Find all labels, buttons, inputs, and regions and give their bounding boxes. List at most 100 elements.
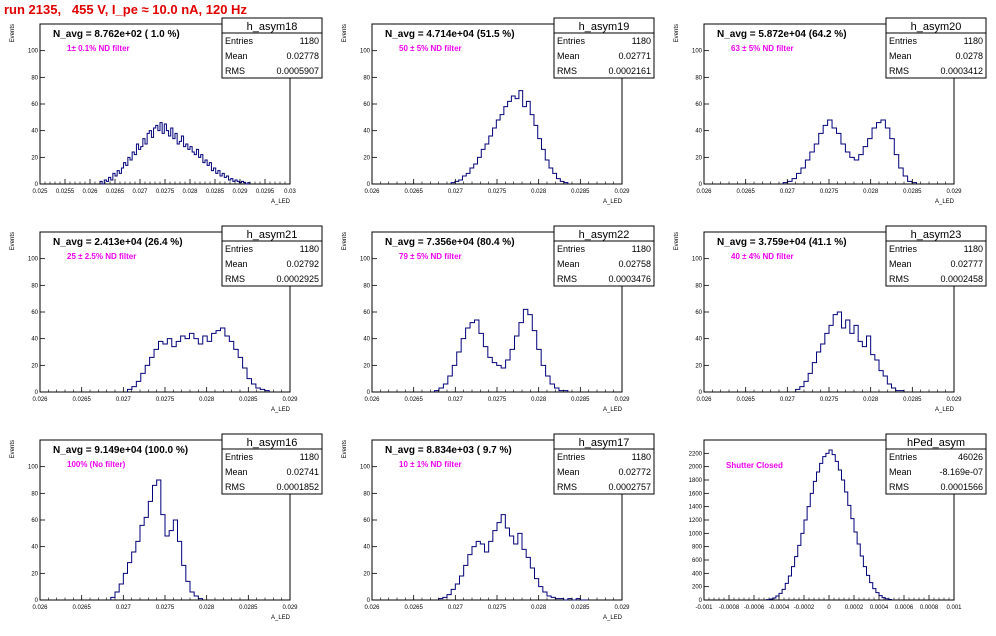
- stats-rms-label: RMS: [889, 482, 909, 492]
- x-tick-label: 0.029: [946, 397, 962, 403]
- y-tick-label: 80: [363, 283, 370, 289]
- x-tick-label: 0.0275: [156, 605, 175, 611]
- x-tick-label: -0.0002: [794, 605, 815, 611]
- x-tick-label: 0.0275: [156, 397, 175, 403]
- navg-label: N_avg = 4.714e+04 (51.5 %): [385, 29, 515, 40]
- stats-rms-label: RMS: [225, 482, 245, 492]
- x-axis-title: A_LED: [271, 615, 291, 621]
- y-tick-label: 80: [31, 491, 38, 497]
- y-tick-label: 40: [31, 129, 38, 135]
- x-tick-label: 0.027: [132, 189, 148, 195]
- histogram-panel-h_asym17: 0.026 0.0265 0.027 0.0275 0.028 0.0285 0.029 0 2…: [342, 433, 655, 621]
- y-tick-label: 60: [31, 102, 38, 108]
- y-axis-title: Events: [10, 440, 16, 458]
- x-tick-label: 0.001: [946, 605, 962, 611]
- stats-box: [553, 17, 655, 79]
- histogram-name: h_asym23: [911, 229, 962, 241]
- stats-entries-value: 1180: [632, 452, 651, 462]
- stats-mean-label: Mean: [557, 259, 580, 269]
- filter-annotation: 100% (No filter): [67, 460, 126, 469]
- x-tick-label: 0.0265: [736, 189, 755, 195]
- x-tick-label: 0.027: [448, 189, 464, 195]
- x-tick-label: 0.0265: [404, 397, 423, 403]
- y-tick-label: 0: [699, 598, 703, 604]
- x-tick-label: 0.026: [82, 189, 98, 195]
- y-tick-label: 60: [695, 102, 702, 108]
- y-tick-label: 80: [695, 75, 702, 81]
- x-tick-label: 0.0285: [571, 189, 590, 195]
- x-tick-label: 0.028: [199, 397, 215, 403]
- stats-mean-value: 0.02771: [618, 51, 651, 61]
- y-tick-label: 40: [31, 337, 38, 343]
- y-tick-label: 40: [363, 545, 370, 551]
- y-tick-label: 40: [695, 337, 702, 343]
- x-tick-label: 0.0006: [895, 605, 914, 611]
- y-axis-title: Events: [342, 24, 348, 42]
- stats-mean-label: Mean: [889, 467, 912, 477]
- stats-rms-value: 0.0002925: [276, 274, 319, 284]
- x-tick-label: 0.0265: [72, 605, 91, 611]
- stats-rms-value: 0.0002757: [608, 482, 651, 492]
- histogram-panel-h_asym19: 0.026 0.0265 0.027 0.0275 0.028 0.0285 0.029 0 2…: [342, 17, 655, 205]
- navg-label: N_avg = 5.872e+04 (64.2 %): [717, 29, 847, 40]
- histogram-line: [795, 311, 905, 392]
- x-tick-label: 0.0285: [239, 605, 258, 611]
- y-tick-label: 80: [695, 283, 702, 289]
- y-tick-label: 0: [35, 182, 39, 188]
- x-tick-label: 0.029: [946, 189, 962, 195]
- x-tick-label: 0.026: [32, 605, 48, 611]
- stats-mean-label: Mean: [225, 467, 248, 477]
- y-tick-label: 100: [28, 257, 39, 263]
- x-tick-label: 0.027: [116, 605, 132, 611]
- y-tick-label: 60: [363, 518, 370, 524]
- y-tick-label: 60: [363, 310, 370, 316]
- x-tick-label: 0.0285: [903, 397, 922, 403]
- stats-mean-label: Mean: [225, 51, 248, 61]
- x-tick-label: 0.0275: [488, 397, 507, 403]
- y-tick-label: 40: [31, 545, 38, 551]
- x-tick-label: 0.0295: [256, 189, 275, 195]
- histogram-name: h_asym16: [247, 437, 298, 449]
- x-axis-title: A_LED: [603, 199, 623, 205]
- navg-label: N_avg = 8.762e+02 ( 1.0 %): [53, 29, 180, 40]
- y-tick-label: 2200: [689, 451, 703, 457]
- stats-mean-label: Mean: [889, 259, 912, 269]
- y-axis-title: Events: [342, 440, 348, 458]
- filter-annotation: 40 ± 4% ND filter: [731, 252, 794, 261]
- histogram-name: h_asym20: [911, 21, 962, 33]
- x-tick-label: 0.029: [232, 189, 248, 195]
- y-tick-label: 1200: [689, 518, 703, 524]
- y-tick-label: 0: [35, 598, 39, 604]
- x-tick-label: 0.027: [780, 397, 796, 403]
- x-axis-title: A_LED: [271, 407, 291, 413]
- stats-box: [221, 225, 323, 287]
- x-tick-label: 0.0285: [239, 397, 258, 403]
- stats-entries-label: Entries: [557, 244, 586, 254]
- stats-rms-value: 0.0003476: [608, 274, 651, 284]
- stats-entries-value: 1180: [964, 36, 983, 46]
- navg-label: N_avg = 7.356e+04 (80.4 %): [385, 237, 515, 248]
- stats-entries-label: Entries: [557, 36, 586, 46]
- stats-mean-label: Mean: [889, 51, 912, 61]
- y-tick-label: 0: [699, 390, 703, 396]
- y-tick-label: 20: [695, 155, 702, 161]
- x-tick-label: 0.0008: [920, 605, 939, 611]
- histogram-line: [99, 122, 251, 185]
- x-tick-label: 0.0275: [820, 397, 839, 403]
- stats-mean-value: 0.02758: [618, 259, 651, 269]
- x-axis-title: A_LED: [935, 199, 955, 205]
- stats-mean-label: Mean: [225, 259, 248, 269]
- x-axis-title: A_LED: [603, 615, 623, 621]
- x-tick-label: 0.0285: [206, 189, 225, 195]
- stats-entries-value: 1180: [300, 244, 319, 254]
- stats-entries-value: 1180: [632, 244, 651, 254]
- y-tick-label: 0: [35, 390, 39, 396]
- y-axis-title: Events: [674, 232, 680, 250]
- y-tick-label: 60: [31, 518, 38, 524]
- stats-entries-value: 1180: [300, 36, 319, 46]
- stats-entries-label: Entries: [557, 452, 586, 462]
- x-tick-label: 0.0265: [72, 397, 91, 403]
- stats-entries-value: 1180: [964, 244, 983, 254]
- x-tick-label: 0.029: [282, 397, 298, 403]
- x-tick-label: 0.028: [182, 189, 198, 195]
